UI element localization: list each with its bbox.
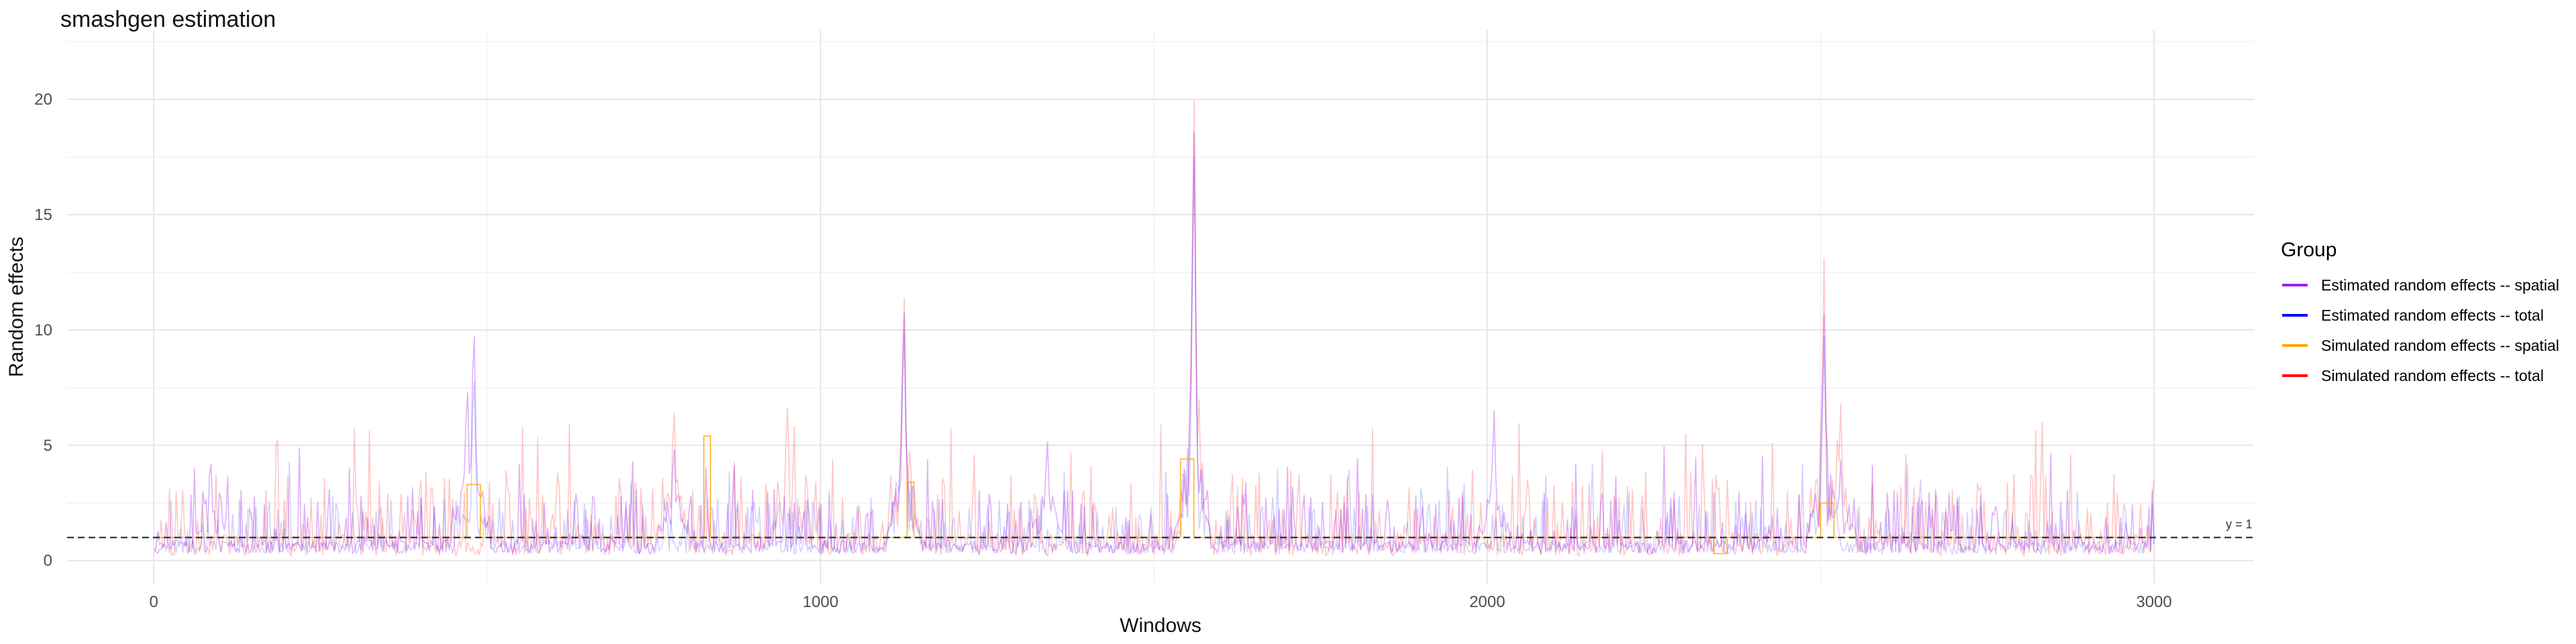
x-tick-label: 1000: [802, 593, 838, 611]
series-line-estimated-spatial: [154, 131, 2155, 555]
reference-line-label: y = 1: [2226, 517, 2253, 531]
legend-entry-label: Estimated random effects -- total: [2321, 307, 2544, 324]
chart-title: smashgen estimation: [60, 7, 276, 32]
x-tick-label: 3000: [2136, 593, 2171, 611]
y-tick-label: 5: [44, 437, 52, 455]
x-axis-title: Windows: [1120, 614, 1201, 637]
series-line-simulated-total: [154, 100, 2155, 558]
legend-entry-label: Simulated random effects -- spatial: [2321, 337, 2559, 354]
x-tick-label: 0: [150, 593, 158, 611]
legend: Group Estimated random effects -- spatia…: [2281, 239, 2559, 384]
legend-entry-label: Estimated random effects -- spatial: [2321, 276, 2559, 294]
legend-title: Group: [2281, 239, 2337, 261]
legend-entry-label: Simulated random effects -- total: [2321, 367, 2544, 384]
y-tick-label: 20: [34, 91, 52, 109]
y-tick-label: 15: [34, 206, 52, 224]
y-axis-title: Random effects: [5, 237, 28, 378]
tick-label-layer: 0 1000 2000 3000 0 5 10 15 20: [34, 91, 2171, 611]
y-tick-label: 10: [34, 321, 52, 339]
grid-layer: [67, 30, 2254, 584]
y-tick-label: 0: [44, 552, 52, 570]
reference-line-layer: y = 1: [67, 517, 2254, 539]
series-line-estimated-total: [154, 157, 2155, 556]
x-tick-label: 2000: [1469, 593, 1505, 611]
